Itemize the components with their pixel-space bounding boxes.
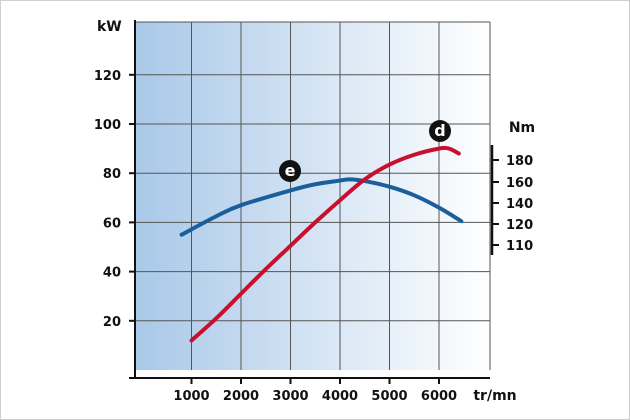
y-left-tick-label: 40 xyxy=(103,266,121,281)
x-tick-label: 1000 xyxy=(173,389,209,404)
series-badge-label-d: d xyxy=(434,121,445,140)
series-badge-e xyxy=(279,160,301,182)
y-right-tick-label: 110 xyxy=(506,239,533,254)
y-left-tick-label: 120 xyxy=(94,69,121,84)
series xyxy=(179,145,464,343)
x-tick-label: 5000 xyxy=(371,389,407,404)
y-left-unit-label: kW xyxy=(97,19,122,35)
x-tick-label: 2000 xyxy=(223,389,259,404)
series-line-e xyxy=(179,177,464,237)
y-left-tick-label: 80 xyxy=(103,167,121,182)
axes xyxy=(129,20,494,379)
y-right-tick-label: 120 xyxy=(506,218,533,233)
plot-background xyxy=(135,22,490,370)
ticks xyxy=(129,73,499,384)
y-left-tick-label: 20 xyxy=(103,315,121,330)
x-tick-label: 3000 xyxy=(272,389,308,404)
series-badge-label-e: e xyxy=(285,161,296,180)
y-right-tick-label: 140 xyxy=(506,197,533,212)
grid xyxy=(135,21,491,370)
y-left-tick-label: 100 xyxy=(94,118,121,133)
x-tick-label: 4000 xyxy=(322,389,358,404)
y-right-tick-label: 160 xyxy=(506,176,533,191)
series-badge-d xyxy=(429,120,451,142)
series-badges: ed xyxy=(279,120,451,182)
y-right-tick-label: 180 xyxy=(506,154,533,169)
y-left-tick-label: 60 xyxy=(103,216,121,231)
series-line-d xyxy=(189,145,461,343)
y-right-unit-label: Nm xyxy=(509,120,535,136)
x-tick-label: 6000 xyxy=(421,389,457,404)
x-unit-label: tr/mn xyxy=(473,388,516,404)
tick-labels: kW 20 40 60 80 100 120 1000 2000 3000 4000 5000 6000… xyxy=(94,19,535,404)
